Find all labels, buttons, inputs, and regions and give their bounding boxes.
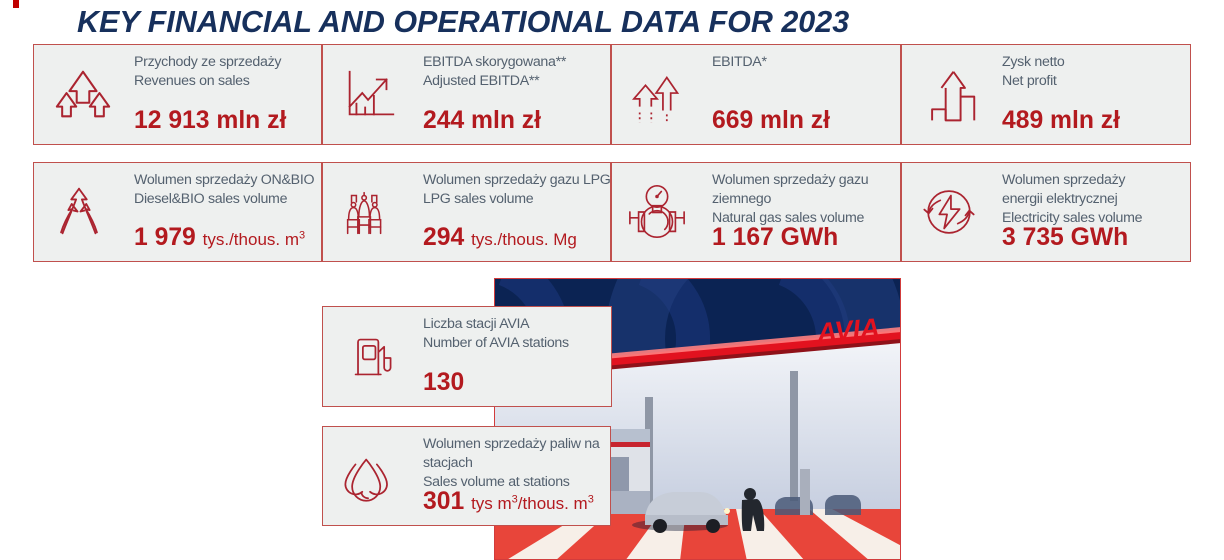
svg-text:AVIA: AVIA — [815, 313, 881, 348]
